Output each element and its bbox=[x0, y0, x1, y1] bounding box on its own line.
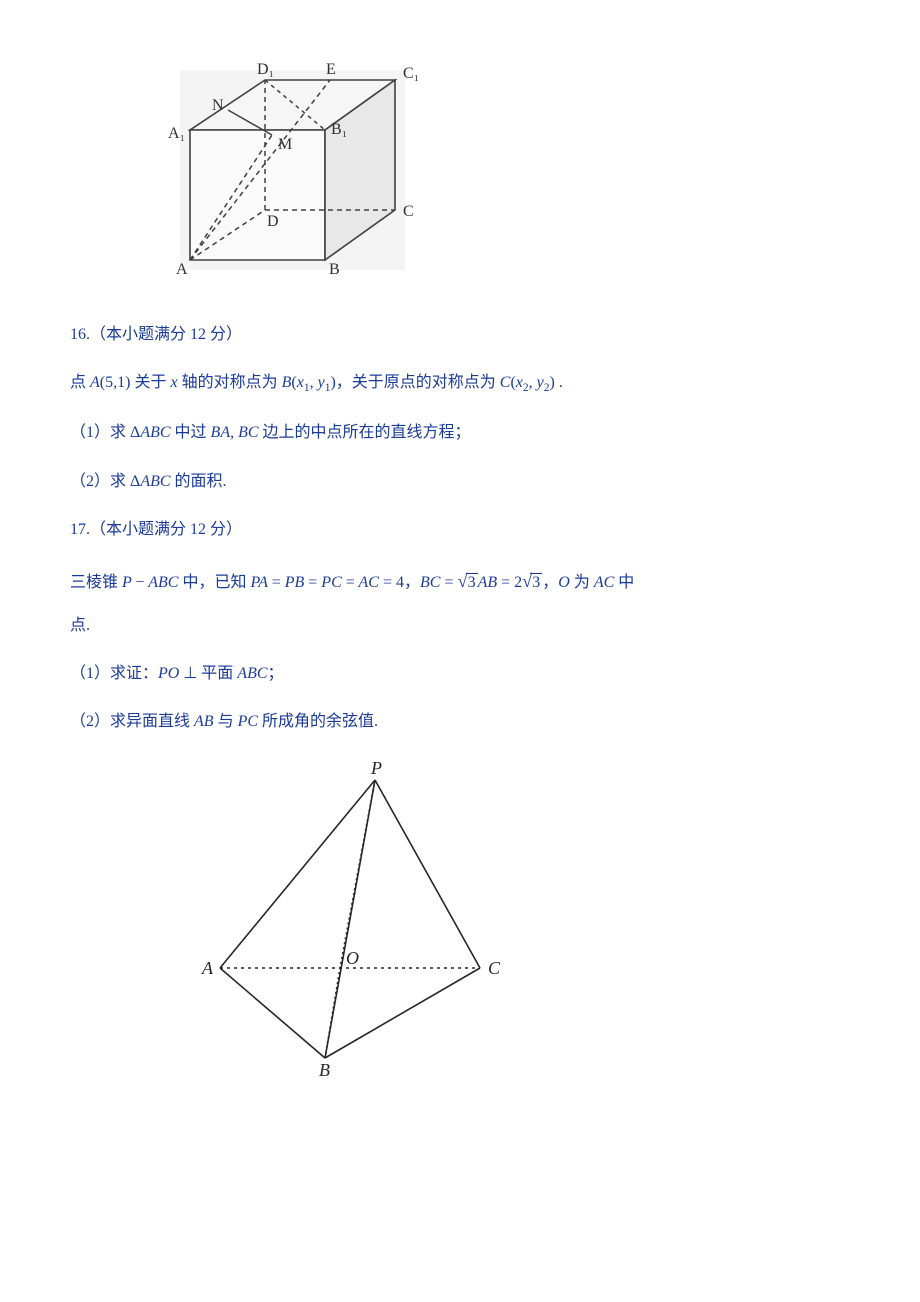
p17-eq1: PA = PB = PC = AC = 4 bbox=[250, 574, 403, 591]
p17-header-post: 分） bbox=[206, 521, 242, 538]
svg-text:M: M bbox=[278, 136, 292, 153]
p17-eq2: BC = √3AB = 2√3 bbox=[420, 574, 542, 591]
p16-header-val: 12 bbox=[190, 326, 206, 343]
cube-figure: A B C D A₁ B₁ C₁ D₁ E M N bbox=[150, 50, 420, 290]
svg-text:A: A bbox=[201, 958, 214, 978]
p17-header-val: 12 bbox=[190, 521, 206, 538]
p17-header-pre: 17.（本小题满分 bbox=[70, 521, 190, 538]
p16-header-pre: 16.（本小题满分 bbox=[70, 326, 190, 343]
p17-body-mid4: 为 bbox=[570, 574, 594, 591]
p16-body-mid3: ，关于原点的对称点为 bbox=[336, 374, 500, 391]
p16-q2-end: 的面积. bbox=[171, 473, 227, 490]
p17-plane-pre: 平面 bbox=[201, 665, 237, 682]
p17-header: 17.（本小题满分 12 分） bbox=[70, 515, 850, 545]
p16-C: C(x2, y2) bbox=[500, 374, 555, 391]
p16-header-post: 分） bbox=[206, 326, 242, 343]
p17-body-mid2: ， bbox=[404, 574, 420, 591]
svg-text:B: B bbox=[329, 261, 340, 278]
p16-body-mid1: 关于 bbox=[134, 374, 170, 391]
svg-text:C₁: C₁ bbox=[403, 65, 419, 82]
p17-q1-pre: （1）求证： bbox=[70, 665, 158, 682]
tetrahedron-figure: P A C B O bbox=[190, 758, 510, 1088]
p16-body-end: . bbox=[555, 374, 563, 391]
p17-body-end1: 中 bbox=[614, 574, 634, 591]
p17-O: O bbox=[558, 574, 570, 591]
svg-text:N: N bbox=[212, 97, 224, 114]
p17-pabc: P − ABC bbox=[122, 574, 178, 591]
p17-q2: （2）求异面直线 AB 与 PC 所成角的余弦值. bbox=[70, 707, 850, 737]
p16-q1-end: 边上的中点所在的直线方程； bbox=[259, 424, 471, 441]
p17-body: 三棱锥 P − ABC 中，已知 PA = PB = PC = AC = 4，B… bbox=[70, 564, 850, 599]
p17-body-2: 点. bbox=[70, 611, 850, 641]
p16-q1-pre: （1）求 bbox=[70, 424, 130, 441]
svg-text:C: C bbox=[488, 958, 501, 978]
p16-tri1: ΔABC bbox=[130, 424, 171, 441]
svg-text:B: B bbox=[319, 1060, 330, 1080]
p16-A: A(5,1) bbox=[90, 374, 130, 391]
svg-text:P: P bbox=[370, 758, 382, 778]
p16-body: 点 A(5,1) 关于 x 轴的对称点为 B(x1, y1)，关于原点的对称点为… bbox=[70, 368, 850, 400]
p16-BABC: BA, BC bbox=[211, 424, 259, 441]
p16-header: 16.（本小题满分 12 分） bbox=[70, 320, 850, 350]
p16-x: x bbox=[170, 374, 177, 391]
p16-body-mid2: 轴的对称点为 bbox=[178, 374, 282, 391]
p17-perp: ⊥ bbox=[179, 665, 201, 682]
p17-body-pre: 三棱锥 bbox=[70, 574, 122, 591]
p17-body-mid1: 中，已知 bbox=[178, 574, 250, 591]
p17-AC: AC bbox=[594, 574, 614, 591]
svg-text:D: D bbox=[267, 213, 279, 230]
p17-q2-end: 所成角的余弦值. bbox=[258, 713, 378, 730]
p16-q1: （1）求 ΔABC 中过 BA, BC 边上的中点所在的直线方程； bbox=[70, 418, 850, 448]
p17-q2-pre: （2）求异面直线 bbox=[70, 713, 194, 730]
p17-q2-mid: 与 bbox=[214, 713, 238, 730]
svg-text:O: O bbox=[346, 948, 359, 968]
p16-tri2: ΔABC bbox=[130, 473, 171, 490]
p16-B: B(x1, y1) bbox=[282, 374, 336, 391]
p16-q2-pre: （2）求 bbox=[70, 473, 130, 490]
p17-q1: （1）求证：PO ⊥ 平面 ABC； bbox=[70, 659, 850, 689]
p17-plane: ABC bbox=[237, 665, 267, 682]
svg-text:B₁: B₁ bbox=[331, 121, 347, 138]
p17-q1-end: ； bbox=[268, 665, 284, 682]
p17-body-mid3: ， bbox=[542, 574, 558, 591]
p17-po: PO bbox=[158, 665, 179, 682]
svg-text:A₁: A₁ bbox=[168, 125, 185, 142]
p16-q2: （2）求 ΔABC 的面积. bbox=[70, 467, 850, 497]
svg-text:D₁: D₁ bbox=[257, 61, 274, 78]
p17-PC: PC bbox=[238, 713, 258, 730]
svg-text:C: C bbox=[403, 203, 414, 220]
p16-q1-mid: 中过 bbox=[171, 424, 211, 441]
svg-text:A: A bbox=[176, 261, 188, 278]
p17-body-end2: 点. bbox=[70, 617, 90, 634]
svg-text:E: E bbox=[326, 61, 336, 78]
p17-AB: AB bbox=[194, 713, 214, 730]
p16-body-pre: 点 bbox=[70, 374, 90, 391]
